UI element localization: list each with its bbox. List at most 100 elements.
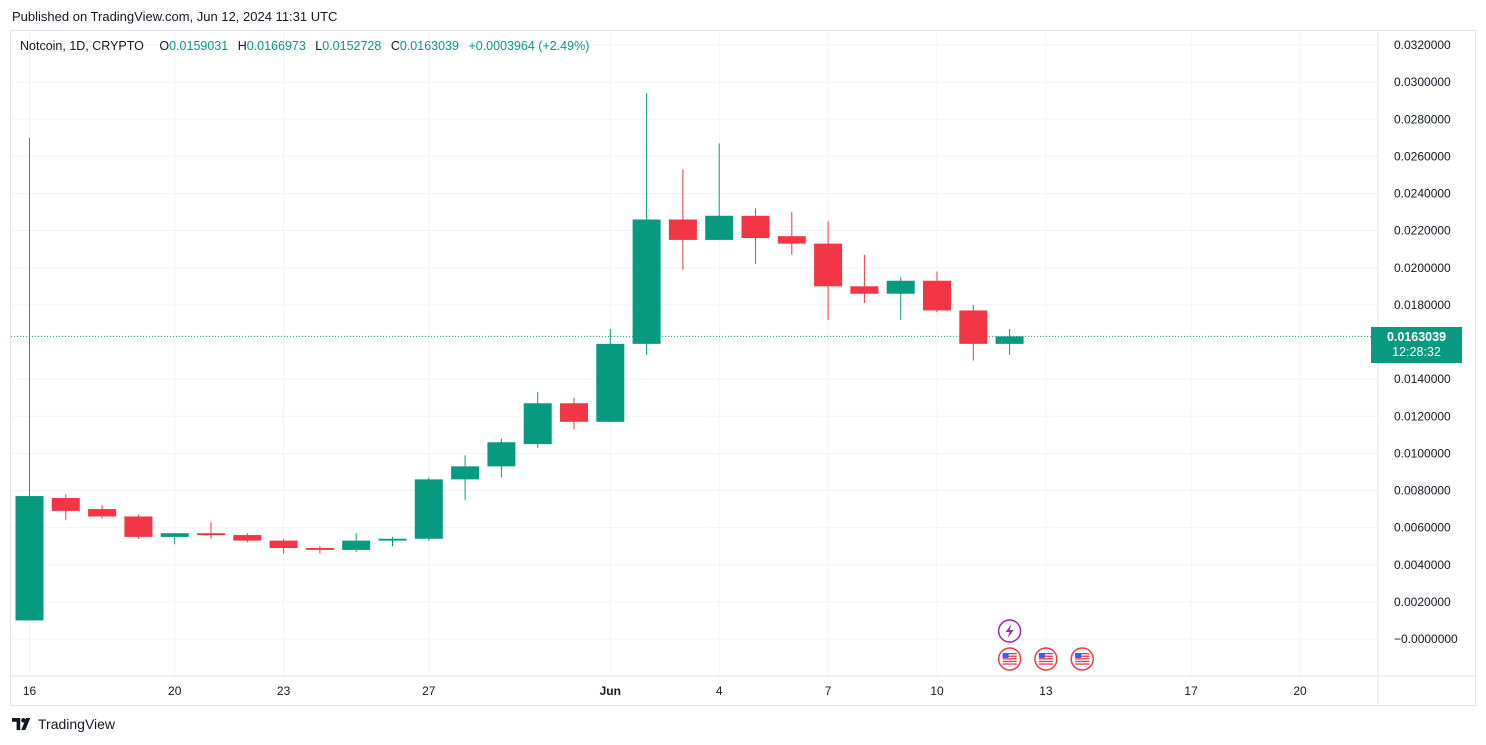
lightning-icon-bolt <box>1005 624 1014 638</box>
candle <box>305 546 334 554</box>
close-value: 0.0163039 <box>399 39 459 53</box>
candle <box>741 208 770 265</box>
candle-body <box>995 336 1024 344</box>
x-tick-label: 10 <box>930 684 944 698</box>
us-flag-stripe <box>1002 655 1017 657</box>
us-flag-stripe <box>1075 653 1090 655</box>
y-tick-label: 0.0280000 <box>1394 112 1451 126</box>
us-flag-stripe <box>1038 658 1053 660</box>
us-flag-stripe <box>1038 655 1053 657</box>
published-caption: Published on TradingView.com, Jun 12, 20… <box>12 9 338 24</box>
legend-low: L0.0152728 <box>315 39 382 53</box>
candle <box>705 143 734 240</box>
us-flag-stripe <box>1002 660 1017 663</box>
us-flag-icon <box>997 647 1022 671</box>
grid-lines <box>11 31 1476 706</box>
x-tick-label: 20 <box>1293 684 1307 698</box>
candle <box>15 137 44 621</box>
candle-body <box>668 219 697 240</box>
lightning-icon <box>997 619 1022 643</box>
legend-open: O0.0159031 <box>159 39 229 53</box>
y-tick-label: 0.0100000 <box>1394 446 1451 460</box>
ohlc-legend: Notcoin, 1D, CRYPTO O0.0159031 H0.016697… <box>20 39 589 53</box>
candle <box>451 455 480 500</box>
candle-body <box>741 215 770 239</box>
candle <box>923 271 951 313</box>
candle-body <box>814 243 843 287</box>
open-value: 0.0159031 <box>169 39 229 53</box>
event-markers <box>997 619 1094 671</box>
us-flag-stripe <box>1002 663 1017 665</box>
us-flag-stripe <box>1075 655 1090 657</box>
candle-body <box>124 516 153 537</box>
candle <box>88 505 117 519</box>
y-tick-label: 0.0260000 <box>1394 149 1451 163</box>
candle-body <box>160 533 189 537</box>
y-tick-label: 0.0180000 <box>1394 298 1451 312</box>
legend-close: C0.0163039 <box>390 39 459 53</box>
y-tick-label: 0.0300000 <box>1394 75 1451 89</box>
candle-body <box>51 497 80 511</box>
y-tick-label: 0.0120000 <box>1394 409 1451 423</box>
candle-body <box>596 343 625 422</box>
candle-body <box>414 479 443 539</box>
candle <box>160 533 189 545</box>
candle <box>342 533 371 552</box>
legend-symbol[interactable]: Notcoin, 1D, CRYPTO <box>20 39 144 53</box>
candle <box>668 169 697 270</box>
candle-body <box>487 442 516 467</box>
candle-body <box>88 509 117 517</box>
candle-body <box>269 540 298 549</box>
candle-body <box>959 310 988 344</box>
us-flag-icon <box>1070 647 1094 671</box>
y-tick-label: −0.0000000 <box>1394 632 1458 646</box>
axis-labels: 0.0320000 0.0300000 0.0280000 0.0260000 0.02… <box>23 38 1458 698</box>
candle <box>995 329 1024 355</box>
y-tick-label: 0.0080000 <box>1394 484 1451 498</box>
us-flag-stripe <box>1002 658 1017 660</box>
us-flag-stripe <box>1038 653 1053 655</box>
y-tick-label: 0.0220000 <box>1394 224 1451 238</box>
x-tick-label: 23 <box>277 684 291 698</box>
tradingview-footer[interactable]: TradingView <box>12 716 115 732</box>
x-tick-label: 16 <box>23 684 37 698</box>
high-value: 0.0166973 <box>246 39 306 53</box>
candle <box>523 392 552 448</box>
us-flag-canton <box>1075 653 1082 658</box>
tradingview-brand: TradingView <box>38 716 116 732</box>
candle-body <box>850 286 879 294</box>
candle <box>632 93 661 355</box>
candle <box>124 514 153 539</box>
y-tick-label: 0.0040000 <box>1394 558 1451 572</box>
us-flag-stripe <box>1038 660 1053 663</box>
x-tick-label: 4 <box>716 684 723 698</box>
candle <box>814 221 843 320</box>
candle-body <box>886 280 915 294</box>
us-flag-icon <box>1034 647 1058 671</box>
y-tick-label: 0.0020000 <box>1394 595 1451 609</box>
candle-body <box>233 535 262 541</box>
tradingview-logo-icon <box>12 718 31 730</box>
candle <box>959 304 988 361</box>
candle <box>886 277 915 320</box>
last-price-badge: 0.0163039 12:28:32 <box>1371 327 1462 363</box>
candle-body <box>15 496 44 621</box>
candle-body <box>777 236 806 244</box>
candles <box>15 93 1024 621</box>
us-flag-canton <box>1002 653 1009 658</box>
legend-high: H0.0166973 <box>237 39 306 53</box>
x-tick-label: 7 <box>825 684 832 698</box>
candle <box>197 522 225 539</box>
candle-body <box>523 403 552 445</box>
y-tick-label: 0.0200000 <box>1394 261 1451 275</box>
candle <box>51 494 80 521</box>
y-tick-label: 0.0060000 <box>1394 521 1451 535</box>
candle <box>378 536 407 547</box>
candle-body <box>923 280 951 311</box>
chart-frame[interactable] <box>10 30 1476 706</box>
candle <box>850 254 879 304</box>
candle-body <box>378 538 407 541</box>
candle-body <box>705 215 734 240</box>
us-flag-stripe <box>1038 663 1053 665</box>
